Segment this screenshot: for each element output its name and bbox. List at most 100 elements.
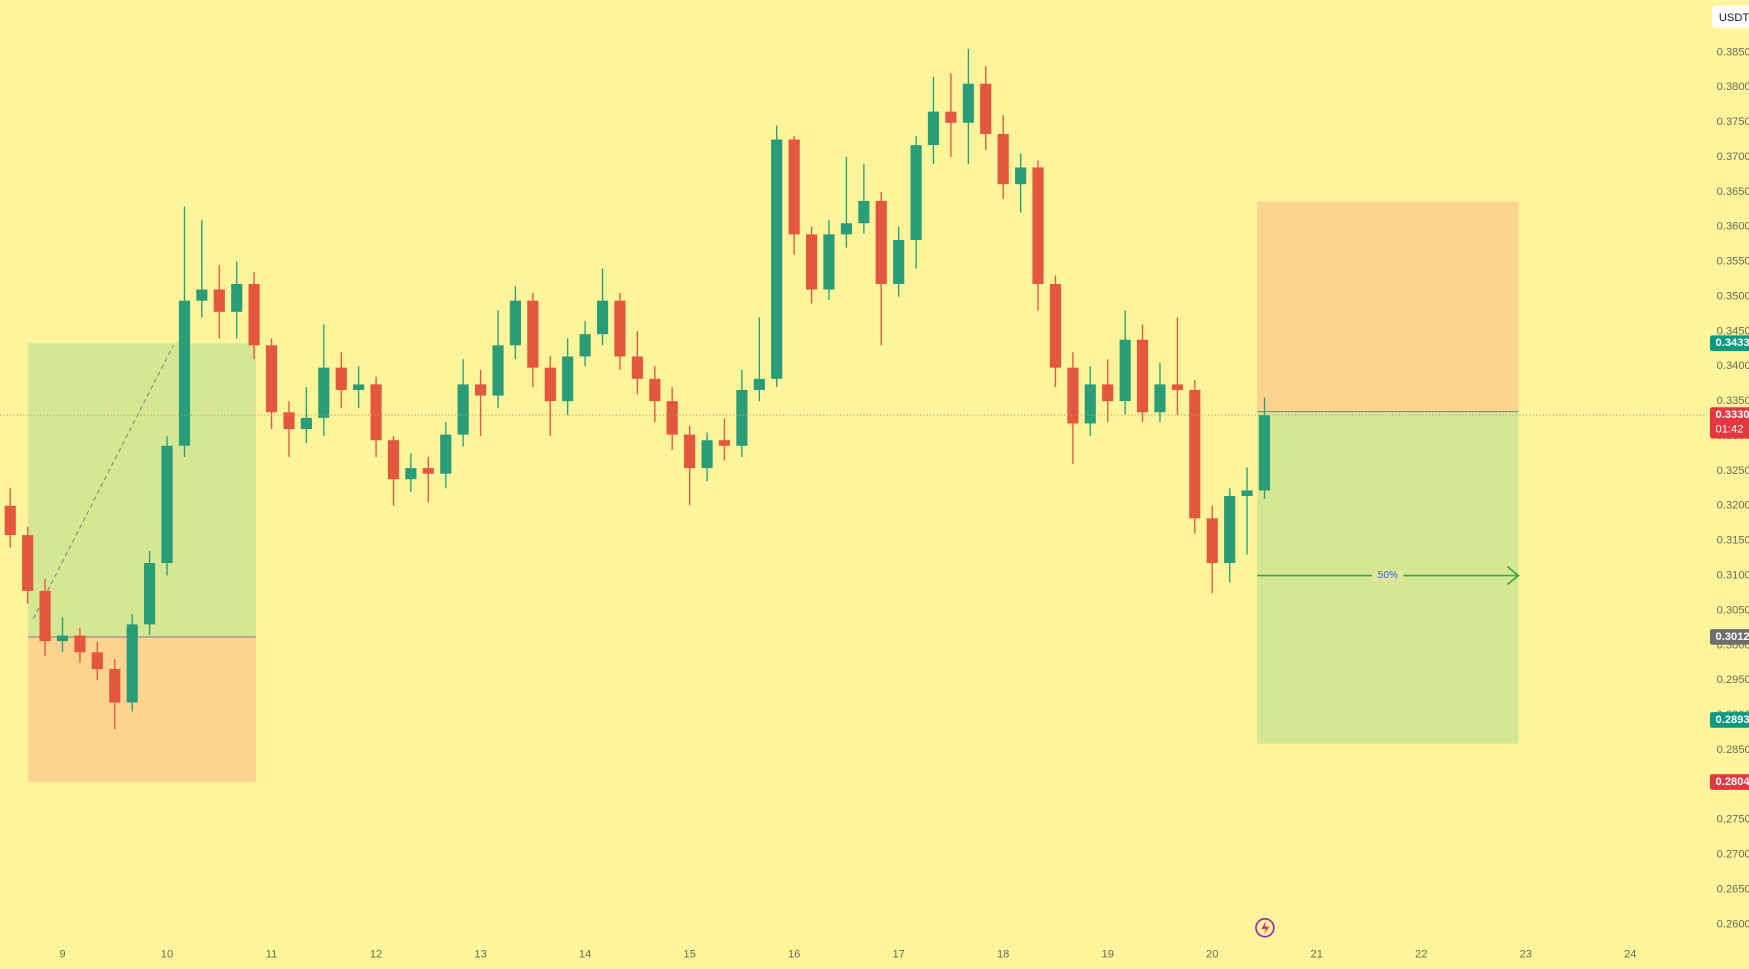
- candle-body: [283, 412, 295, 430]
- candle-body: [1015, 167, 1027, 185]
- candle-body: [1171, 384, 1184, 390]
- y-tick-label: 0.3800: [1717, 81, 1749, 93]
- candle-body: [666, 401, 678, 435]
- candle-body: [927, 111, 940, 146]
- y-tick-label: 0.3400: [1717, 360, 1749, 372]
- candle-body: [579, 334, 591, 357]
- price-badge-label: 0.3330: [1716, 409, 1749, 421]
- candle-body: [596, 300, 609, 335]
- candle-body: [56, 635, 69, 642]
- candle-body: [178, 300, 191, 446]
- candle-body: [109, 669, 121, 703]
- candle-body: [353, 384, 365, 390]
- y-tick-label: 0.2700: [1717, 849, 1749, 861]
- candle-body: [614, 300, 626, 357]
- candle-body: [213, 289, 225, 312]
- y-tick-label: 0.3850: [1717, 46, 1749, 58]
- candle-body: [387, 440, 400, 480]
- price-badge-label: 0.3433: [1716, 337, 1749, 349]
- candle-body: [858, 200, 870, 224]
- candle-body: [945, 111, 957, 123]
- candle-body: [1067, 367, 1079, 424]
- candle-body: [196, 289, 208, 301]
- y-tick-label: 0.3550: [1717, 256, 1749, 268]
- candle-body: [806, 234, 818, 290]
- candle-body: [126, 624, 138, 703]
- y-tick-label: 0.3200: [1717, 500, 1749, 512]
- x-tick-label: 10: [161, 948, 173, 960]
- x-tick-label: 22: [1415, 948, 1427, 960]
- candle-body: [527, 300, 539, 368]
- candle-body: [74, 635, 86, 653]
- y-tick-label: 0.3350: [1717, 395, 1749, 407]
- x-tick-label: 13: [474, 948, 486, 960]
- axes: 0.26000.26500.27000.27500.28000.28500.29…: [59, 0, 1749, 969]
- price-badge-label: 0.2804: [1716, 776, 1749, 788]
- y-tick-label: 0.3000: [1717, 639, 1749, 651]
- candle-body: [649, 378, 661, 402]
- candle-body: [701, 440, 713, 469]
- candle-body: [231, 283, 243, 312]
- candle-body: [753, 378, 765, 390]
- arrow-head: [1506, 565, 1520, 586]
- candle-body: [405, 468, 417, 480]
- candle-body: [910, 145, 922, 240]
- candle-body: [335, 367, 347, 390]
- candle-body: [492, 345, 504, 396]
- x-tick-label: 15: [683, 948, 695, 960]
- candle-body: [318, 367, 330, 418]
- candle-body: [736, 389, 748, 446]
- candle-body: [631, 356, 643, 379]
- y-tick-label: 0.3100: [1717, 569, 1749, 581]
- x-tick-label: 12: [370, 948, 382, 960]
- y-tick-label: 0.2950: [1717, 674, 1749, 686]
- price-badge: [1709, 712, 1749, 728]
- currency: USDT: [1719, 12, 1749, 24]
- candle-body: [544, 367, 556, 402]
- candle-body: [161, 445, 173, 563]
- arrow-label-bg: [1372, 568, 1404, 583]
- y-tick-label: 0.2650: [1717, 883, 1749, 895]
- countdown: 01:42: [1716, 424, 1744, 436]
- x-tick-label: 24: [1624, 948, 1636, 960]
- target-zone: [28, 343, 256, 637]
- candle-body: [1241, 490, 1253, 497]
- candle-body: [562, 356, 574, 402]
- candle-body: [1102, 384, 1114, 402]
- x-tick-label: 21: [1311, 948, 1323, 960]
- candle-body: [840, 223, 852, 235]
- candle-body: [475, 384, 487, 396]
- x-tick-label: 9: [59, 948, 65, 960]
- candle-body: [771, 139, 783, 379]
- price-axis-bg: [1706, 0, 1749, 969]
- candle-body: [440, 434, 452, 474]
- trend-line: [32, 345, 174, 620]
- y-tick-label: 0.3250: [1717, 465, 1749, 477]
- candle-body: [143, 562, 156, 625]
- y-tick-label: 0.3150: [1717, 535, 1749, 547]
- candle-body: [248, 283, 260, 346]
- candle-body: [823, 234, 835, 290]
- candle-body: [265, 345, 278, 413]
- y-tick-label: 0.3450: [1717, 325, 1749, 337]
- candle-body: [1084, 384, 1096, 424]
- currency-badge[interactable]: [1712, 5, 1749, 28]
- candle-body: [22, 535, 34, 591]
- candle-body: [980, 83, 992, 134]
- candle-body: [1119, 339, 1131, 402]
- candle-body: [1258, 415, 1271, 491]
- candle-body: [718, 440, 731, 446]
- drawings: 50%: [28, 201, 1520, 783]
- replay-icon[interactable]: [1255, 917, 1275, 938]
- candle-body: [997, 133, 1009, 185]
- y-tick-label: 0.2750: [1717, 814, 1749, 826]
- stop-zone: [1257, 201, 1519, 412]
- candle-body: [1049, 283, 1062, 368]
- candle-body: [91, 652, 103, 670]
- y-tick-label: 0.2600: [1717, 918, 1749, 930]
- price-badge-label: 0.3012: [1716, 631, 1749, 643]
- candle-body: [1206, 518, 1218, 563]
- x-tick-label: 20: [1206, 948, 1218, 960]
- stop-zone: [28, 636, 256, 783]
